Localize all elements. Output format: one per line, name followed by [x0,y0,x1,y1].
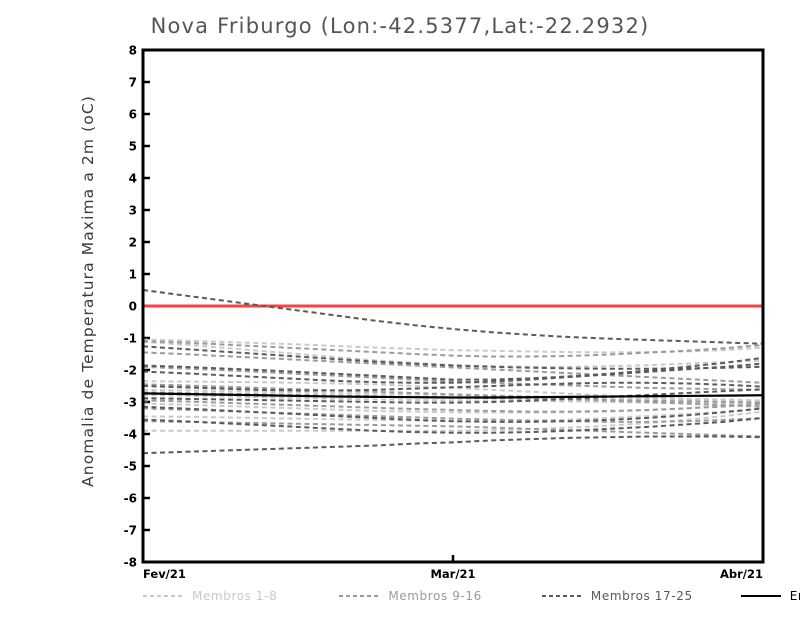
y-tick-label: 2 [129,236,137,250]
legend-swatch-icon [541,595,582,597]
series-line [143,399,763,413]
series-line [143,392,763,399]
series-lines [143,289,763,455]
y-tick-label: -6 [124,492,137,506]
series-line [143,435,763,455]
series-line [143,401,763,414]
series-line [143,381,763,392]
page-title: Nova Friburgo (Lon:-42.5377,Lat:-22.2932… [150,14,650,38]
chart-legend: Membros 1-8 Membros 9-16 Membros 17-25 Ense… [143,586,800,606]
series-line [143,383,763,408]
y-tick-label: -1 [124,332,137,346]
y-tick-label: 4 [129,172,137,186]
y-tick-label: -4 [124,428,137,442]
legend-item[interactable]: Membros 1-8 [143,589,277,603]
x-axis-tick-labels: Fev/21 Mar/21 Abr/21 [143,567,763,581]
series-line [143,356,763,381]
series-line [143,365,763,391]
series-line [143,345,763,370]
y-tick-label: 8 [129,44,137,58]
y-tick-label: 3 [129,204,137,218]
legend-swatch-icon [339,595,380,597]
x-tick-label: Fev/21 [143,567,186,581]
legend-label: Membros 9-16 [388,589,482,603]
y-tick-label: -3 [124,396,137,410]
legend-label: Ensemble Mean [789,589,800,603]
series-line [143,393,763,406]
y-tick-label: -7 [124,524,137,538]
y-tick-label: 5 [129,140,137,154]
legend-label: Membros 17-25 [590,589,693,603]
series-line [143,417,763,434]
series-line [143,351,763,384]
legend-swatch-icon [740,594,781,598]
series-line [143,362,763,384]
series-line [143,420,763,438]
y-tick-label: 6 [129,108,137,122]
y-tick-label: -8 [124,556,137,570]
series-line [143,405,763,423]
legend-item[interactable]: Ensemble Mean [740,589,800,603]
plot-frame [141,48,765,564]
series-line [143,340,763,358]
series-line [143,289,763,345]
legend-item[interactable]: Membros 9-16 [339,589,482,603]
y-tick-label: 1 [129,268,137,282]
y-tick-label: 7 [129,76,137,90]
y-tick-label: -2 [124,364,137,378]
legend-label: Membros 1-8 [192,589,278,603]
x-tick-label: Mar/21 [430,567,475,581]
x-tick-label: Abr/21 [720,567,763,581]
legend-swatch-icon [143,595,183,597]
legend-item[interactable]: Membros 17-25 [541,589,693,603]
series-line [143,410,763,432]
series-line [143,338,763,354]
y-tick-label: -5 [124,460,137,474]
series-line [143,340,763,368]
series-line [143,388,763,404]
y-tick-label: 0 [129,300,137,314]
